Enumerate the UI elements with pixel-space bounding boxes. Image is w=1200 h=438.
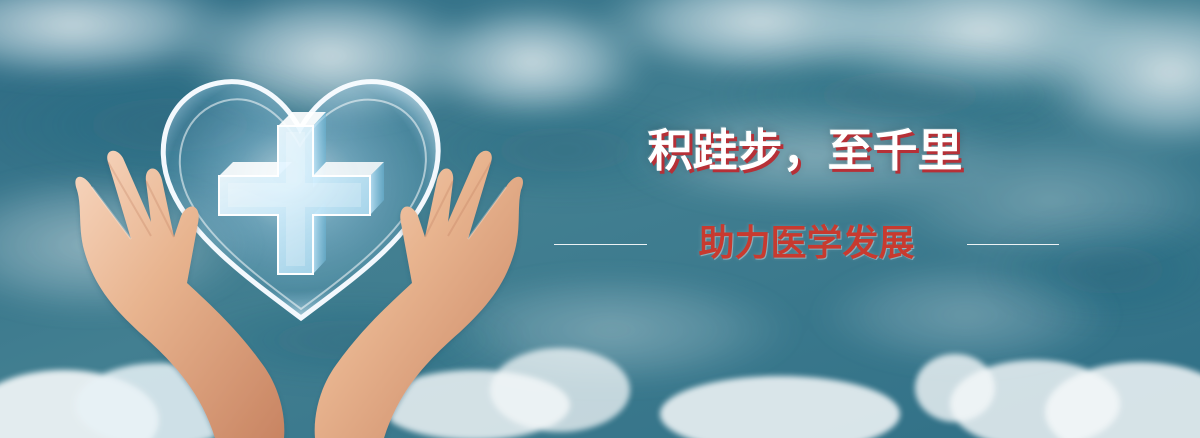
banner-subheadline: 助力医学发展 <box>698 223 915 264</box>
banner-headline: 积跬步，至千里 <box>647 124 963 177</box>
left-decorative-line <box>554 244 647 245</box>
right-decorative-line <box>967 244 1059 245</box>
subheadline-row: 助力医学发展 <box>554 226 1059 266</box>
medical-cross-icon <box>218 112 384 275</box>
right-hand-image <box>314 150 523 438</box>
left-hand-image <box>75 150 285 438</box>
